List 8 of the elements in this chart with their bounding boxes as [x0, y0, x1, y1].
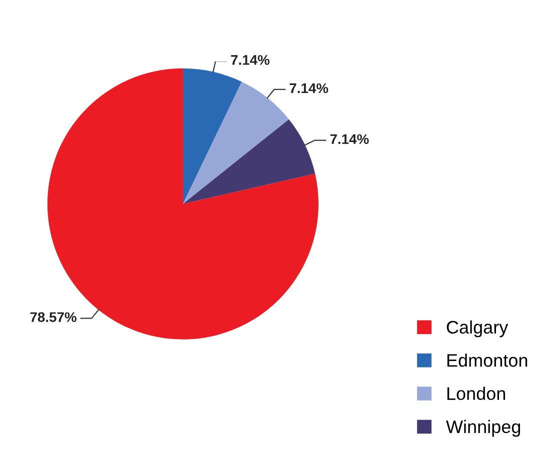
data-label: 7.14% — [330, 134, 369, 144]
data-label: 7.14% — [290, 83, 328, 94]
legend-label: Calgary — [446, 320, 508, 338]
data-label: 78.57% — [30, 312, 76, 322]
data-label: 7.14% — [231, 55, 270, 65]
legend-label: London — [447, 386, 506, 400]
legend-label: Winnipeg — [446, 420, 520, 437]
legend-label: Edmonton — [447, 354, 528, 367]
